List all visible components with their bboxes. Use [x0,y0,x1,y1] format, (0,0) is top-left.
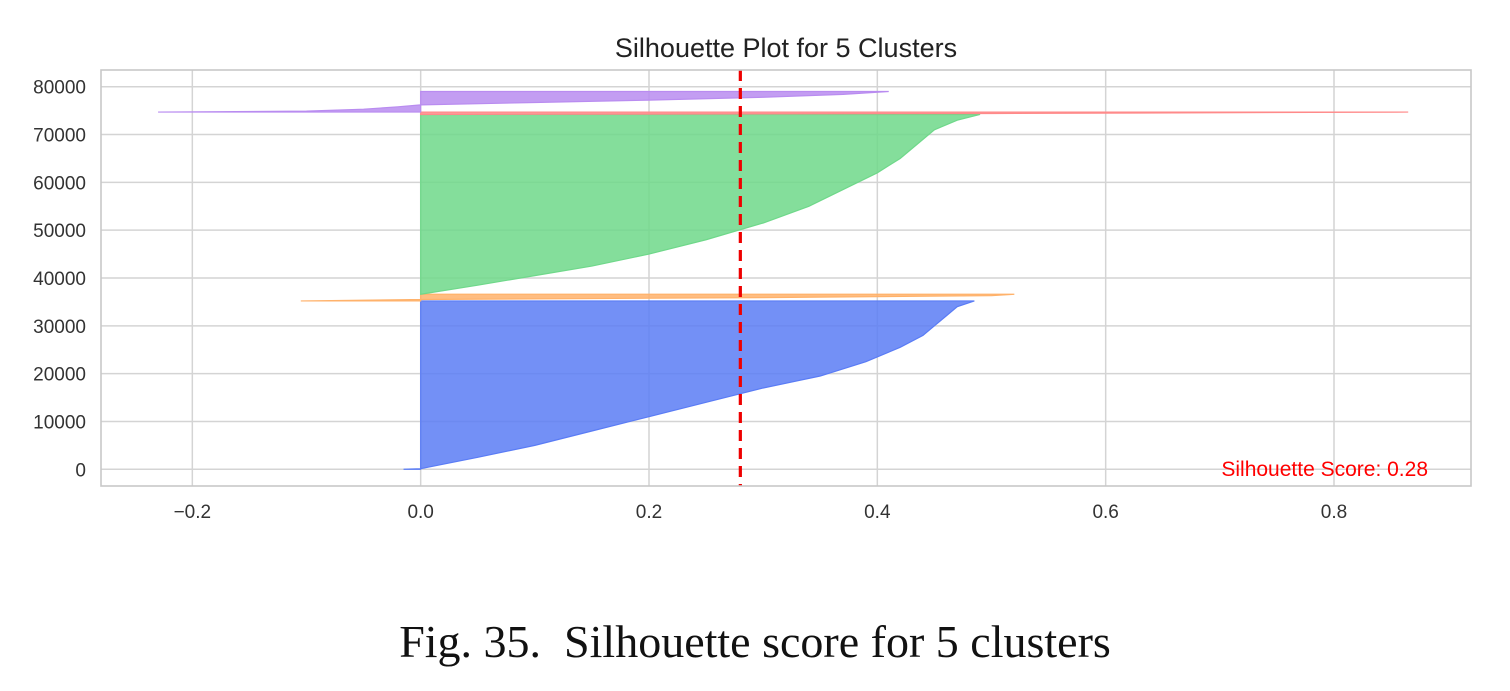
y-tick-label: 60000 [33,173,86,194]
silhouette-cluster-1 [300,293,1015,302]
x-tick-label: −0.2 [174,502,212,523]
y-tick-label: 0 [75,460,86,481]
x-tick-label: 0.2 [636,502,662,523]
x-tick-label: 0.6 [1092,502,1118,523]
score-annotation: Silhouette Score: 0.28 [1221,458,1428,481]
silhouette-cluster-0 [403,300,975,470]
silhouette-chart: −0.2 0.0 0.2 0.4 0.6 0.8 0 10000 20000 30000 40000… [33,33,1472,523]
x-tick-label: 0.0 [407,502,433,523]
x-tick-label: 0.8 [1321,502,1347,523]
y-tick-label: 30000 [33,317,86,338]
y-tick-label: 80000 [33,78,86,99]
y-tick-label: 40000 [33,269,86,290]
y-tick-label: 70000 [33,126,86,147]
figure-caption: Fig. 35. Silhouette score for 5 clusters [399,616,1111,667]
x-tick-label: 0.4 [864,502,891,523]
silhouette-cluster-4 [158,90,889,113]
y-tick-label: 50000 [33,221,86,242]
silhouette-cluster-2 [420,113,981,295]
plot-frame [100,69,1472,487]
y-tick-label: 20000 [33,365,86,386]
plot-area: −0.2 0.0 0.2 0.4 0.6 0.8 0 10000 20000 30000 40000… [33,33,1472,523]
y-tick-label: 10000 [33,412,86,433]
chart-title: Silhouette Plot for 5 Clusters [615,33,957,63]
